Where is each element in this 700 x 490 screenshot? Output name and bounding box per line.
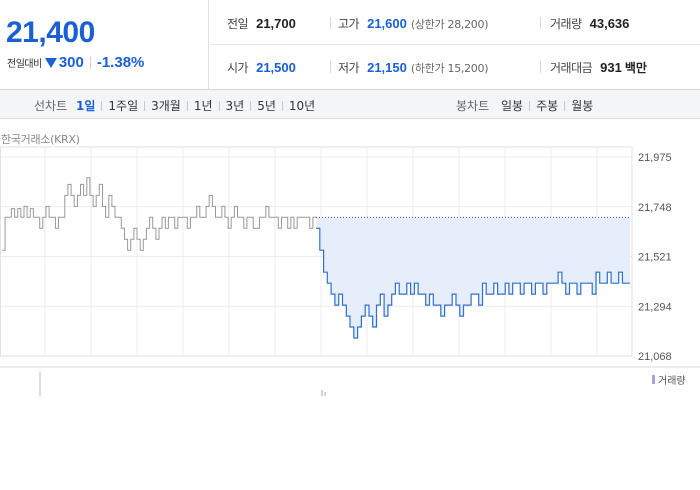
tab-divider xyxy=(101,100,103,111)
stat-trade-amount: 거래대금 931 백만 xyxy=(550,59,647,76)
period-tabs: 1일 1주일 3개월 1년 3년 5년 10년 xyxy=(76,97,315,114)
y-axis-ticks: 21,975 21,748 21,521 21,294 21,068 xyxy=(638,152,672,363)
chart-frame xyxy=(0,146,633,357)
line-chart-label: 선차트 xyxy=(34,99,68,113)
change-label: 전일대비 xyxy=(7,59,42,70)
tab-divider xyxy=(281,100,283,111)
tab-divider xyxy=(250,100,252,111)
tab-candle-2[interactable]: 월봉 xyxy=(571,99,594,113)
change-row: 전일대비 300 -1.38% xyxy=(7,54,144,71)
volume-area xyxy=(0,366,700,396)
y-tick-label: 21,068 xyxy=(638,351,672,363)
divider xyxy=(540,17,541,29)
divider xyxy=(330,17,331,29)
y-tick-label: 21,294 xyxy=(638,301,672,313)
price-chart: 21,975 21,748 21,521 21,294 21,068 xyxy=(0,146,700,396)
stat-value: 21,150 xyxy=(367,60,407,75)
stat-value: 931 xyxy=(600,60,622,75)
y-tick-label: 21,521 xyxy=(638,252,672,264)
stat-high: 고가 21,600 (상한가 28,200) xyxy=(338,15,489,32)
y-tick-label: 21,748 xyxy=(638,202,672,214)
stat-prev-close: 전일 21,700 xyxy=(227,15,296,32)
y-tick-label: 21,975 xyxy=(638,152,672,164)
stat-label: 시가 xyxy=(227,61,249,75)
stat-extra: (하한가 15,200) xyxy=(410,62,489,75)
series-prev-day-line xyxy=(2,177,316,251)
stat-label: 고가 xyxy=(338,17,360,31)
tab-period-4[interactable]: 3년 xyxy=(225,99,245,113)
exchange-label: 한국거래소(KRX) xyxy=(1,133,80,146)
divider xyxy=(540,61,541,73)
change-rate: -1.38% xyxy=(96,54,145,71)
chart-fill xyxy=(316,217,630,338)
volume-legend-label: 거래량 xyxy=(658,376,686,387)
stat-value: 43,636 xyxy=(589,16,630,31)
divider xyxy=(89,56,91,69)
volume-legend: 거래량 xyxy=(652,372,686,387)
volume-swatch xyxy=(652,375,655,384)
change-value: 300 xyxy=(58,54,84,71)
stat-label: 전일 xyxy=(227,17,249,31)
candle-chart-label: 봉차트 xyxy=(456,99,490,113)
down-triangle-icon xyxy=(44,57,57,68)
current-price: 21,400 xyxy=(6,16,95,49)
tab-period-3[interactable]: 1년 xyxy=(193,99,213,113)
divider xyxy=(210,44,700,45)
tab-period-0[interactable]: 1일 xyxy=(76,99,96,113)
stat-unit: 백만 xyxy=(624,61,647,75)
tab-period-1[interactable]: 1주일 xyxy=(108,99,139,113)
stat-low: 저가 21,150 (하한가 15,200) xyxy=(338,59,489,76)
tab-candle-0[interactable]: 일봉 xyxy=(501,99,524,113)
tab-divider xyxy=(144,100,146,111)
divider xyxy=(330,61,331,73)
stat-label: 거래량 xyxy=(550,17,582,31)
tab-divider xyxy=(218,100,220,111)
tab-divider xyxy=(529,100,531,111)
stat-value: 21,700 xyxy=(256,16,296,31)
tab-period-6[interactable]: 10년 xyxy=(288,99,316,113)
quote-header: 21,400 전일대비 300 -1.38% 전일 21,700 고가 21,6… xyxy=(0,0,700,90)
tab-divider xyxy=(186,100,188,111)
price-summary: 21,400 전일대비 300 -1.38% xyxy=(0,0,209,89)
chart-lines xyxy=(2,177,630,339)
stat-volume: 거래량 43,636 xyxy=(550,15,629,32)
tab-divider xyxy=(564,100,566,111)
stat-value: 21,600 xyxy=(367,16,407,31)
stat-label: 거래대금 xyxy=(550,61,593,75)
candle-tabs: 일봉 주봉 월봉 xyxy=(501,97,593,114)
stat-label: 저가 xyxy=(338,61,360,75)
chart-toolbar: 선차트 1일 1주일 3개월 1년 3년 5년 10년 봉차트 일봉 주봉 월봉 xyxy=(0,90,700,119)
series-today-line xyxy=(316,227,630,339)
today-fill-area xyxy=(316,217,630,338)
stats-grid: 전일 21,700 고가 21,600 (상한가 28,200) 거래량 43,… xyxy=(210,0,700,89)
stat-value: 21,500 xyxy=(256,60,296,75)
stat-extra: (상한가 28,200) xyxy=(410,18,489,31)
tab-candle-1[interactable]: 주봉 xyxy=(536,99,559,113)
tab-period-5[interactable]: 5년 xyxy=(257,99,276,113)
tab-period-2[interactable]: 3개월 xyxy=(151,99,181,113)
stat-open: 시가 21,500 xyxy=(227,59,296,76)
